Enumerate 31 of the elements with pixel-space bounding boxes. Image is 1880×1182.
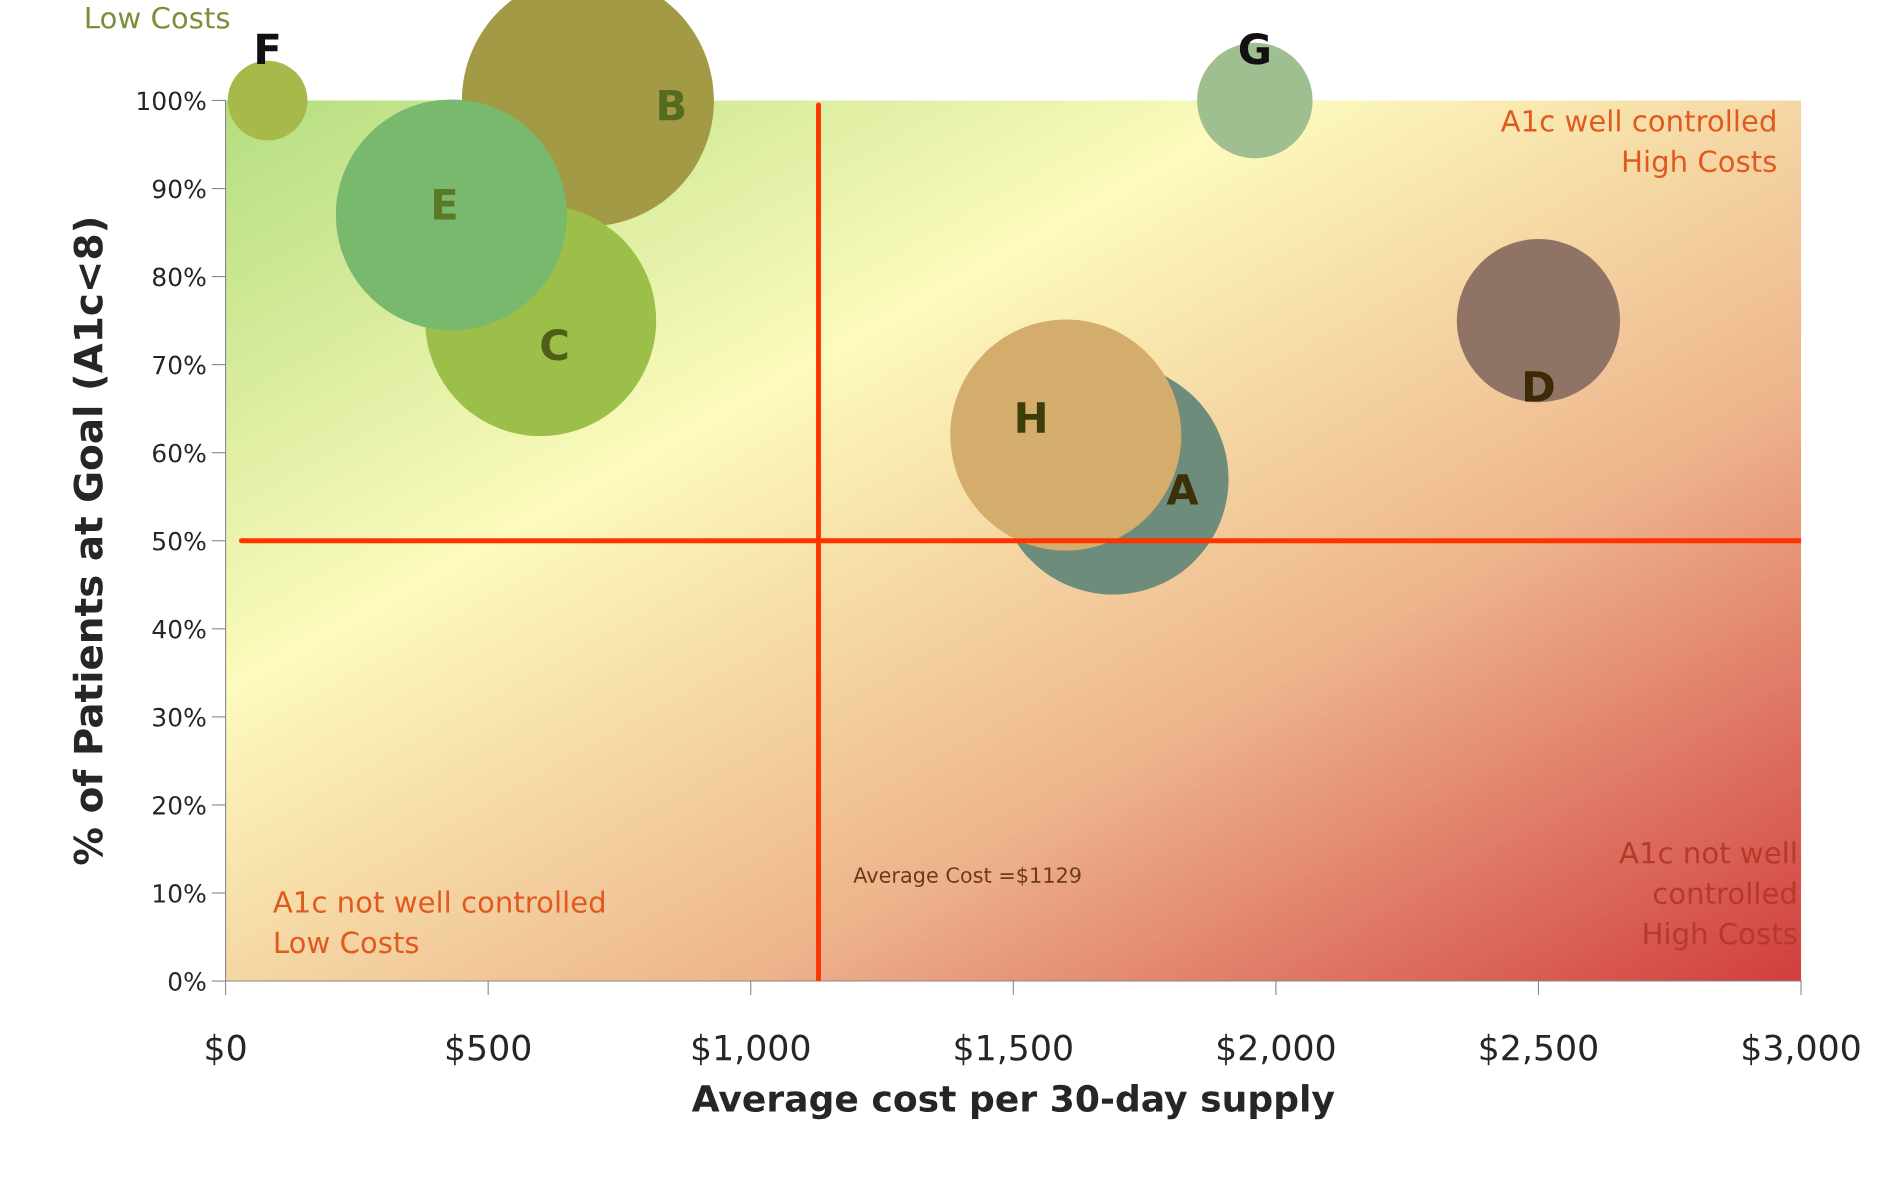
y-axis-title: % of Patients at Goal (A1c<8) <box>72 219 108 865</box>
y-tick-label: 40% <box>152 619 206 639</box>
ref-line-label: Average Cost =$1129 <box>853 866 1081 887</box>
x-tick-label: $1,500 <box>955 1033 1072 1066</box>
series-label: B <box>659 89 685 121</box>
x-tick-label: $500 <box>446 1033 531 1066</box>
series-label: D <box>1525 371 1554 402</box>
y-tick-label: 10% <box>154 883 206 903</box>
series-label: A <box>1166 474 1199 505</box>
y-tick-label: 90% <box>152 179 206 199</box>
series-label: C <box>541 328 568 361</box>
y-tick-label: 0% <box>168 972 206 991</box>
text: Low Costs <box>86 6 230 29</box>
x-tick-label: $1,000 <box>692 1033 810 1066</box>
y-tick-label: 20% <box>153 795 206 815</box>
series-label: E <box>434 189 456 220</box>
y-tick-label: 60% <box>153 443 206 463</box>
y-tick-label: 50% <box>153 531 206 551</box>
x-tick-label: $2,500 <box>1480 1033 1597 1066</box>
x-tick-label: $0 <box>206 1033 246 1066</box>
series-label: H <box>1017 402 1045 433</box>
annotation: A1c well controlled High Costs <box>1500 109 1776 178</box>
y-tick-label: 30% <box>153 707 206 727</box>
series-label: F <box>257 33 279 65</box>
x-tick-label: $2,000 <box>1218 1033 1335 1066</box>
y-tick-label: 70% <box>153 355 206 375</box>
annotation: A1c not well controlled Low Costs <box>273 890 604 954</box>
x-tick-label: $3,000 <box>1743 1033 1860 1066</box>
x-axis-title: Average cost per 30-day supply <box>691 1084 1335 1120</box>
y-tick-label: 100% <box>138 91 206 111</box>
y-tick-label: 80% <box>152 267 206 287</box>
